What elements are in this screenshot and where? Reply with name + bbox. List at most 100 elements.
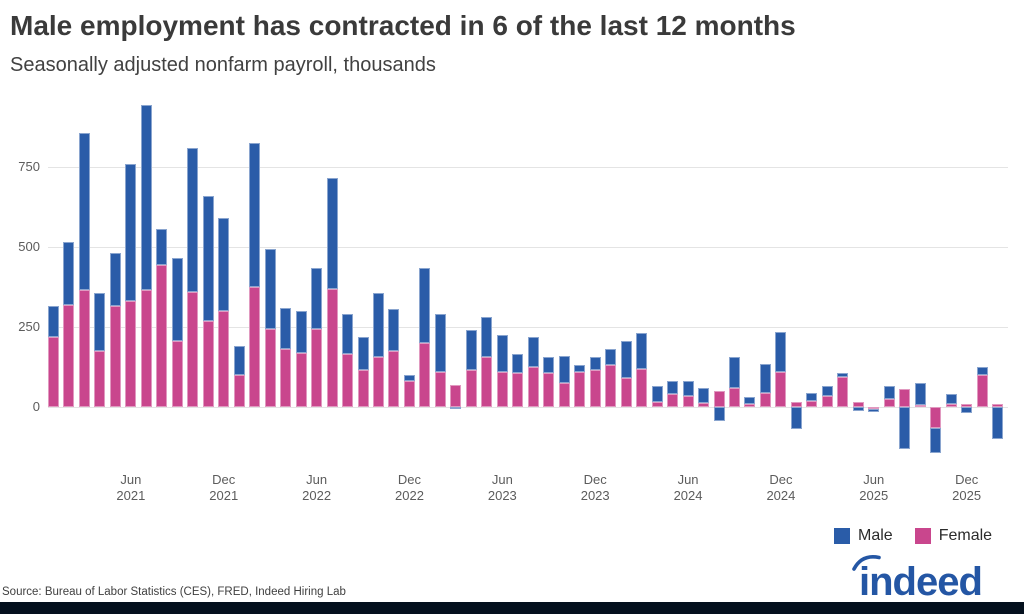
bar-segment-female: [837, 376, 849, 407]
bar-segment-female: [311, 328, 323, 407]
bar-segment-male: [852, 407, 864, 411]
bar-segment-male: [357, 336, 369, 371]
bar-segment-female: [109, 306, 121, 407]
male-legend-label: Male: [858, 527, 893, 544]
bar-segment-female: [419, 343, 431, 407]
bar-segment-male: [403, 375, 415, 382]
bar-segment-female: [249, 287, 261, 407]
bar-segment-male: [961, 407, 973, 414]
bar-segment-female: [388, 351, 400, 407]
bar-segment-male: [465, 330, 477, 371]
y-gridline: [48, 166, 1008, 168]
bar-segment-male: [992, 407, 1004, 439]
y-tick-label: 750: [18, 159, 40, 174]
bar-segment-female: [713, 391, 725, 407]
bar-segment-female: [728, 387, 740, 407]
bar-segment-male: [156, 229, 168, 265]
bar-segment-male: [930, 427, 942, 454]
bar-segment-female: [899, 389, 911, 407]
bar-segment-male: [218, 218, 230, 311]
bar-segment-male: [527, 336, 539, 367]
x-tick-label: Jun 2025: [859, 472, 889, 503]
bar-segment-female: [342, 354, 354, 407]
bar-segment-female: [605, 365, 617, 407]
bar-segment-male: [543, 357, 555, 374]
bar-segment-male: [899, 407, 911, 449]
bar-segment-female: [125, 301, 137, 407]
bar-segment-female: [202, 320, 214, 407]
bar-segment-female: [218, 311, 230, 407]
bar-segment-female: [171, 341, 183, 407]
bar-segment-female: [465, 370, 477, 407]
bar-segment-female: [403, 381, 415, 407]
bar-segment-male: [759, 363, 771, 393]
bar-segment-female: [512, 373, 524, 407]
bar-segment-female: [667, 394, 679, 407]
bar-segment-female: [496, 371, 508, 407]
bar-segment-male: [94, 293, 106, 351]
bar-segment-male: [945, 394, 957, 404]
bar-segment-female: [620, 378, 632, 407]
bar-segment-male: [434, 314, 446, 372]
bar-segment-female: [450, 384, 462, 407]
bar-segment-female: [156, 264, 168, 407]
bar-segment-female: [63, 304, 75, 407]
x-tick-label: Jun 2022: [302, 472, 332, 503]
bar-segment-male: [883, 386, 895, 399]
bar-segment-male: [620, 341, 632, 379]
y-gridline: [48, 326, 1008, 328]
bar-segment-male: [295, 311, 307, 353]
bar-segment-male: [233, 346, 245, 375]
bar-segment-male: [682, 381, 694, 396]
indeed-logo: indeed: [851, 550, 1013, 604]
bar-segment-male: [187, 147, 199, 292]
page-title: Male employment has contracted in 6 of t…: [10, 10, 796, 41]
bar-segment-male: [790, 407, 802, 430]
bar-segment-male: [574, 365, 586, 372]
bar-segment-male: [558, 355, 570, 383]
y-gridline: [48, 246, 1008, 248]
bar-segment-male: [914, 383, 926, 406]
bar-segment-male: [667, 381, 679, 395]
bar-segment-female: [373, 357, 385, 407]
bar-segment-female: [434, 371, 446, 407]
x-tick-label: Dec 2021: [209, 472, 239, 503]
bar-segment-male: [806, 392, 818, 401]
bar-segment-female: [558, 383, 570, 407]
bar-segment-female: [481, 357, 493, 407]
bar-segment-female: [914, 405, 926, 408]
bar-segment-female: [636, 368, 648, 407]
bar-segment-male: [109, 253, 121, 307]
bar-segment-male: [698, 388, 710, 404]
x-tick-label: Jun 2021: [116, 472, 146, 503]
bar-segment-male: [512, 354, 524, 374]
bar-segment-female: [775, 371, 787, 407]
x-tick-label: Jun 2023: [487, 472, 517, 503]
bar-segment-female: [651, 402, 663, 407]
bar-segment-female: [94, 351, 106, 407]
bar-segment-male: [48, 306, 59, 337]
bar-segment-male: [373, 293, 385, 358]
bar-segment-female: [187, 291, 199, 407]
bar-segment-female: [868, 407, 880, 409]
bar-segment-female: [744, 403, 756, 407]
x-tick-label: Jun 2024: [673, 472, 703, 503]
bar-segment-male: [976, 367, 988, 375]
source-text: Source: Bureau of Labor Statistics (CES)…: [2, 586, 346, 598]
bar-segment-male: [125, 163, 137, 302]
bar-segment-female: [992, 403, 1004, 407]
bar-segment-female: [589, 370, 601, 407]
bar-segment-female: [527, 367, 539, 407]
x-tick-label: Dec 2023: [580, 472, 610, 503]
bar-segment-female: [357, 370, 369, 407]
bar-segment-male: [713, 407, 725, 422]
bar-segment-male: [140, 104, 152, 291]
bar-segment-female: [821, 395, 833, 407]
x-tick-label: Dec 2024: [766, 472, 796, 503]
female-legend-label: Female: [938, 527, 993, 544]
bar-segment-male: [775, 331, 787, 372]
bar-segment-male: [311, 267, 323, 329]
bar-segment-male: [264, 248, 276, 329]
indeed-logo-swoosh-icon: [852, 555, 881, 571]
bar-segment-female: [280, 349, 292, 407]
